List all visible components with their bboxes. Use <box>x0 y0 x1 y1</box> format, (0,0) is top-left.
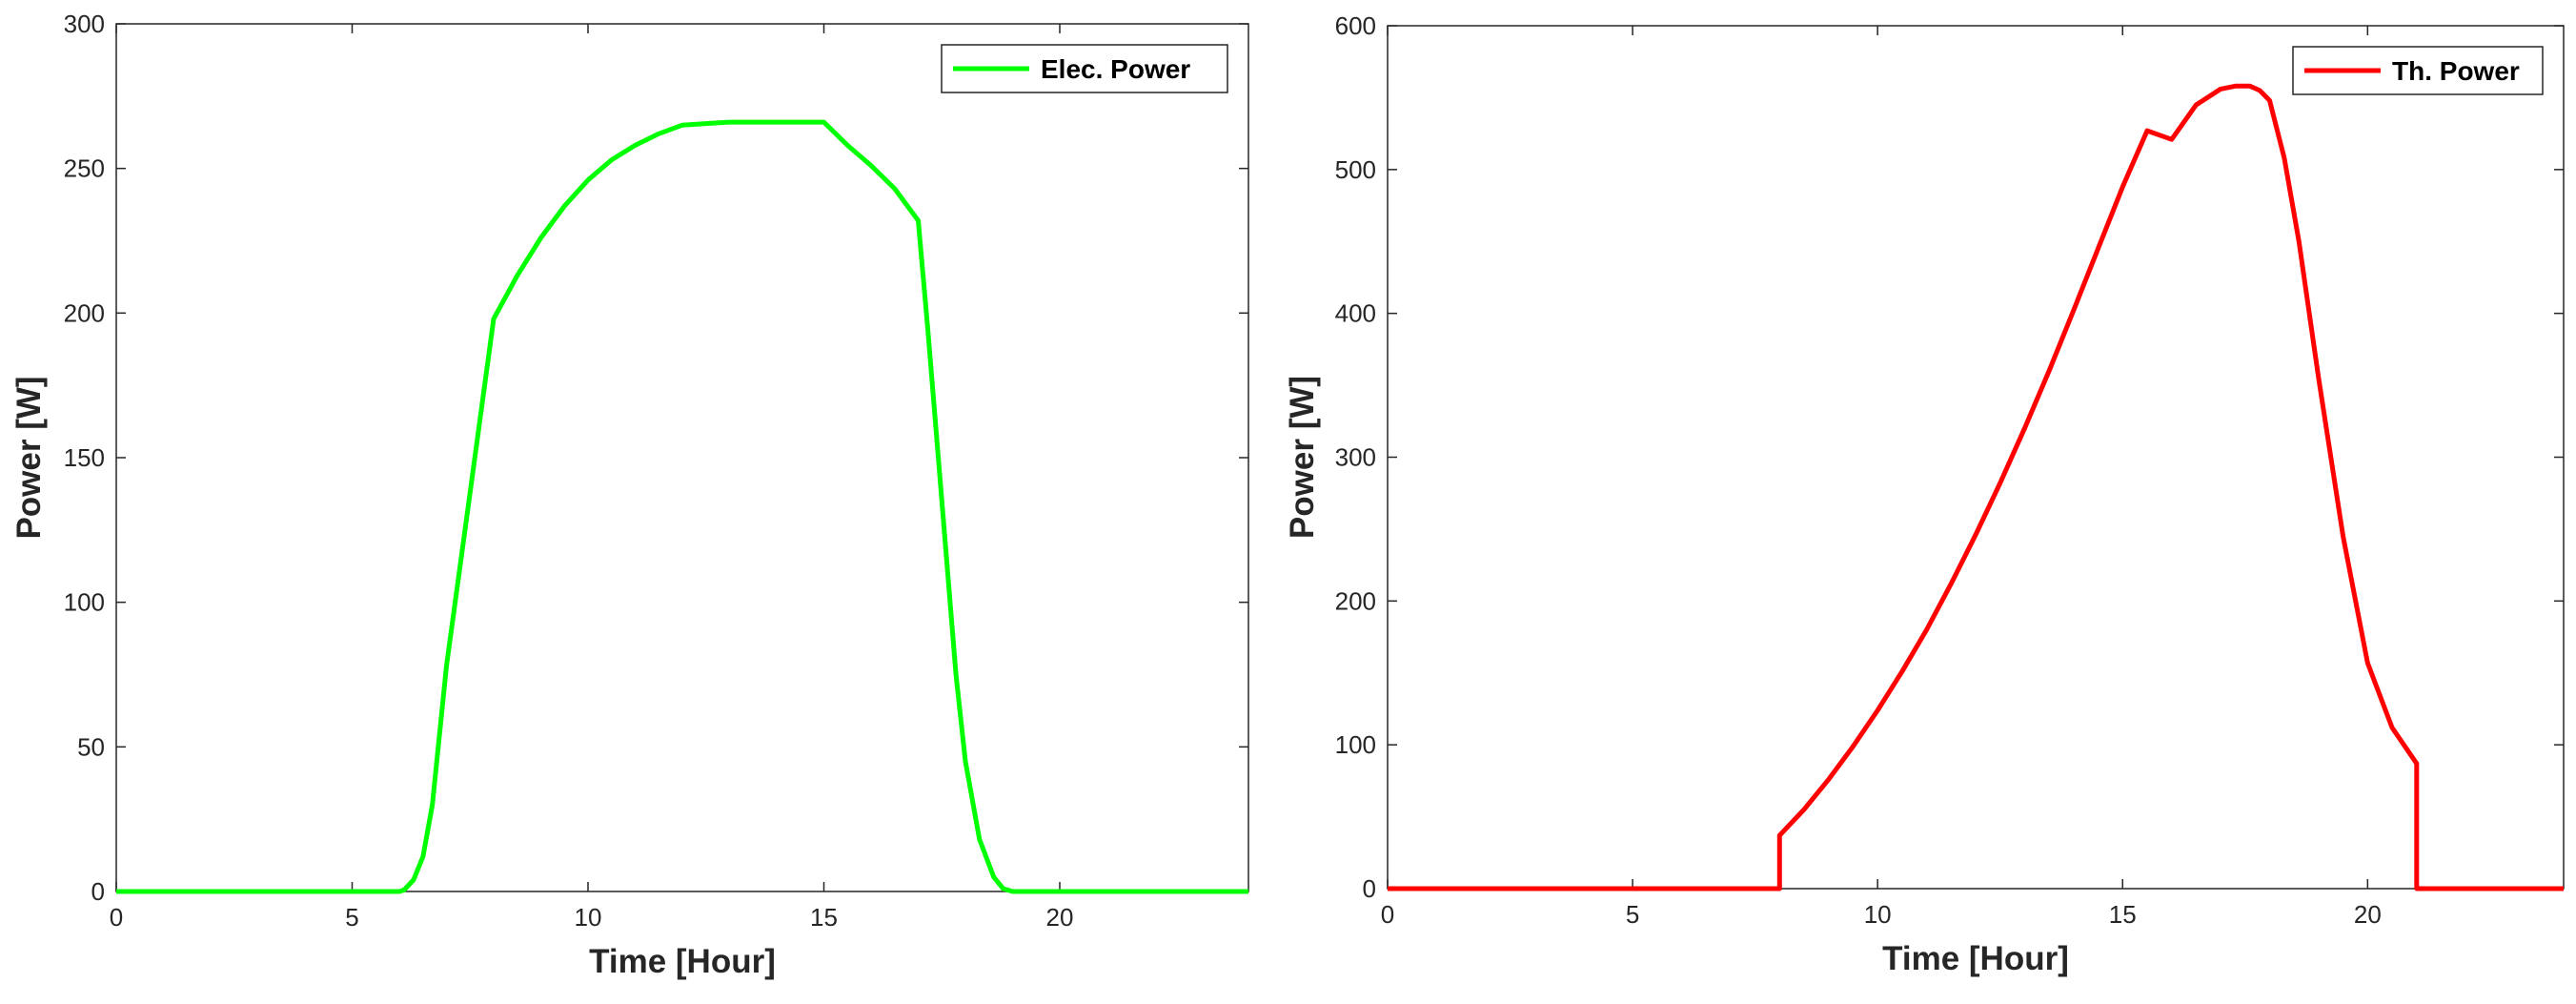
x-axis-label: Time [Hour] <box>1882 940 2069 977</box>
y-tick-label: 50 <box>77 732 105 761</box>
x-tick-label: 20 <box>2354 900 2382 929</box>
x-tick-label: 15 <box>810 903 838 932</box>
series-line-2 <box>1388 83 2564 891</box>
plot-area-frame <box>1387 25 2565 890</box>
legend: Elec. Power <box>941 44 1228 93</box>
y-tick-label: 600 <box>1335 11 1376 40</box>
y-tick-label: 150 <box>64 443 105 472</box>
x-tick-label: 15 <box>2109 900 2137 929</box>
x-tick-label: 10 <box>1864 900 1892 929</box>
y-tick-label: 200 <box>1335 586 1376 615</box>
y-tick-label: 400 <box>1335 299 1376 328</box>
plot-area-frame <box>115 23 1249 892</box>
y-tick-label: 500 <box>1335 155 1376 184</box>
x-tick-label: 0 <box>1381 900 1394 929</box>
x-tick-label: 5 <box>1626 900 1639 929</box>
legend-label: Elec. Power <box>1041 54 1190 84</box>
x-axis-label: Time [Hour] <box>589 943 776 980</box>
y-tick-label: 300 <box>64 10 105 38</box>
x-tick-label: 10 <box>575 903 602 932</box>
legend: Th. Power <box>2292 46 2544 95</box>
y-tick-label: 300 <box>1335 443 1376 472</box>
x-tick-label: 5 <box>345 903 358 932</box>
x-tick-label: 0 <box>110 903 123 932</box>
y-axis-label: Power [W] <box>1284 376 1321 539</box>
y-tick-label: 100 <box>1335 730 1376 759</box>
y-tick-label: 250 <box>64 154 105 183</box>
series-line-1 <box>116 119 1248 894</box>
y-axis-label: Power [W] <box>10 376 48 539</box>
y-tick-label: 0 <box>91 877 105 906</box>
x-tick-label: 20 <box>1046 903 1074 932</box>
legend-label: Th. Power <box>2392 56 2520 86</box>
y-tick-label: 0 <box>1363 874 1376 903</box>
y-tick-label: 100 <box>64 588 105 617</box>
y-tick-label: 200 <box>64 298 105 327</box>
